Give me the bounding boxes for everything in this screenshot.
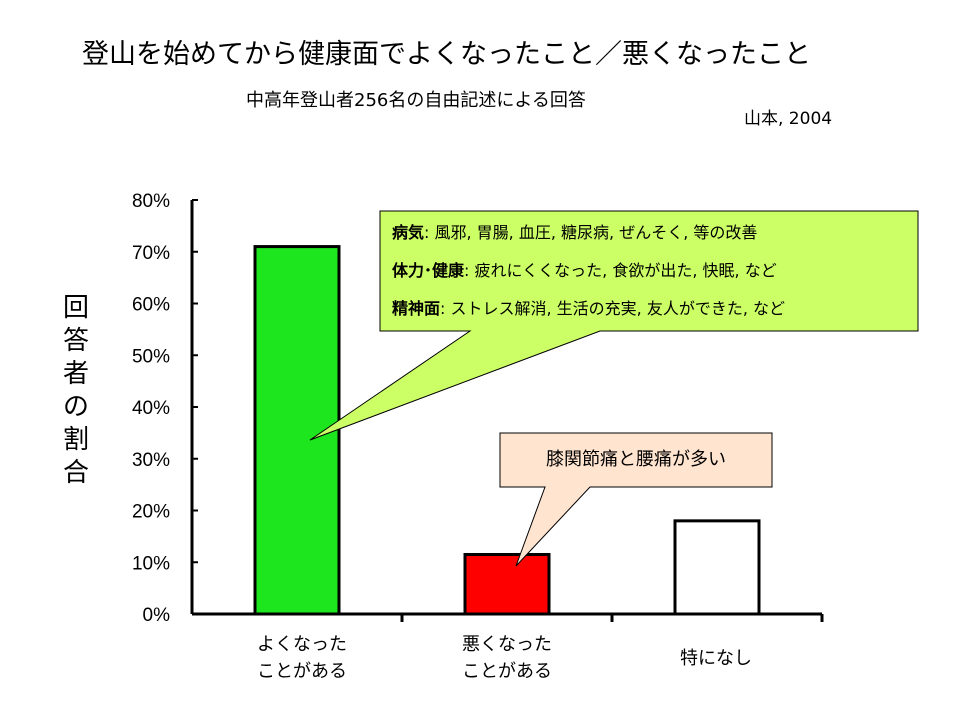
y-axis-label-char: 者 (62, 359, 89, 389)
y-tick-label: 80% (132, 191, 170, 212)
callout-row-text: 風邪, 胃腸, 血圧, 糖尿病, ぜんそく, 等の改善 (434, 223, 758, 242)
worse-callout: 膝関節痛と腰痛が多い (546, 449, 726, 470)
y-tick-label: 40% (132, 398, 170, 419)
y-tick-label: 10% (132, 553, 170, 574)
category-label-none: 特になし (680, 648, 752, 669)
callout-row-mental: 精神面: ストレス解消, 生活の充実, 友人ができた, など (392, 290, 918, 328)
citation: 山本, 2004 (744, 109, 833, 129)
y-axis-label-char: 割 (62, 425, 89, 455)
callout-row-separator: : (424, 223, 435, 242)
category-label-better: よくなった ことがある (257, 634, 347, 682)
callout-row-label: 精神面 (392, 299, 441, 318)
y-axis-label-char: 答 (62, 326, 89, 356)
category-label-worse: 悪くなった ことがある (462, 634, 552, 682)
y-axis-label-char: の (62, 392, 89, 422)
chart-title: 登山を始めてから健康面でよくなったこと／悪くなったこと (82, 39, 811, 70)
callout-row-label: 体力･健康 (392, 261, 465, 280)
callout-row-fitness: 体力･健康: 疲れにくくなった, 食欲が出た, 快眠, など (392, 252, 918, 290)
callout-row-illness: 病気: 風邪, 胃腸, 血圧, 糖尿病, ぜんそく, 等の改善 (392, 214, 918, 252)
callout-row-label: 病気 (392, 223, 425, 242)
y-tick-label: 50% (132, 346, 170, 367)
y-axis-label-char: 回 (62, 293, 89, 323)
y-tick-label: 30% (132, 450, 170, 471)
bar-none (673, 519, 761, 616)
callout-row-text: 疲れにくくなった, 食欲が出た, 快眠, など (474, 261, 777, 280)
callout-row-separator: : (464, 261, 475, 280)
y-tick-label: 60% (132, 295, 170, 316)
callout-row-text: ストレス解消, 生活の充実, 友人ができた, など (450, 299, 786, 318)
y-tick-label: 70% (132, 243, 170, 264)
y-axis-label: 回答者の割合 (58, 292, 94, 490)
bar-better (253, 245, 341, 616)
y-tick-label: 0% (143, 605, 171, 626)
callout-row-separator: : (440, 299, 451, 318)
bar-worse (463, 552, 551, 616)
better-callout: 病気: 風邪, 胃腸, 血圧, 糖尿病, ぜんそく, 等の改善 体力･健康: 疲… (380, 211, 918, 331)
y-axis-label-char: 合 (62, 458, 89, 488)
chart-subtitle: 中高年登山者256名の自由記述による回答 (246, 90, 586, 111)
y-tick-label: 20% (132, 502, 170, 523)
